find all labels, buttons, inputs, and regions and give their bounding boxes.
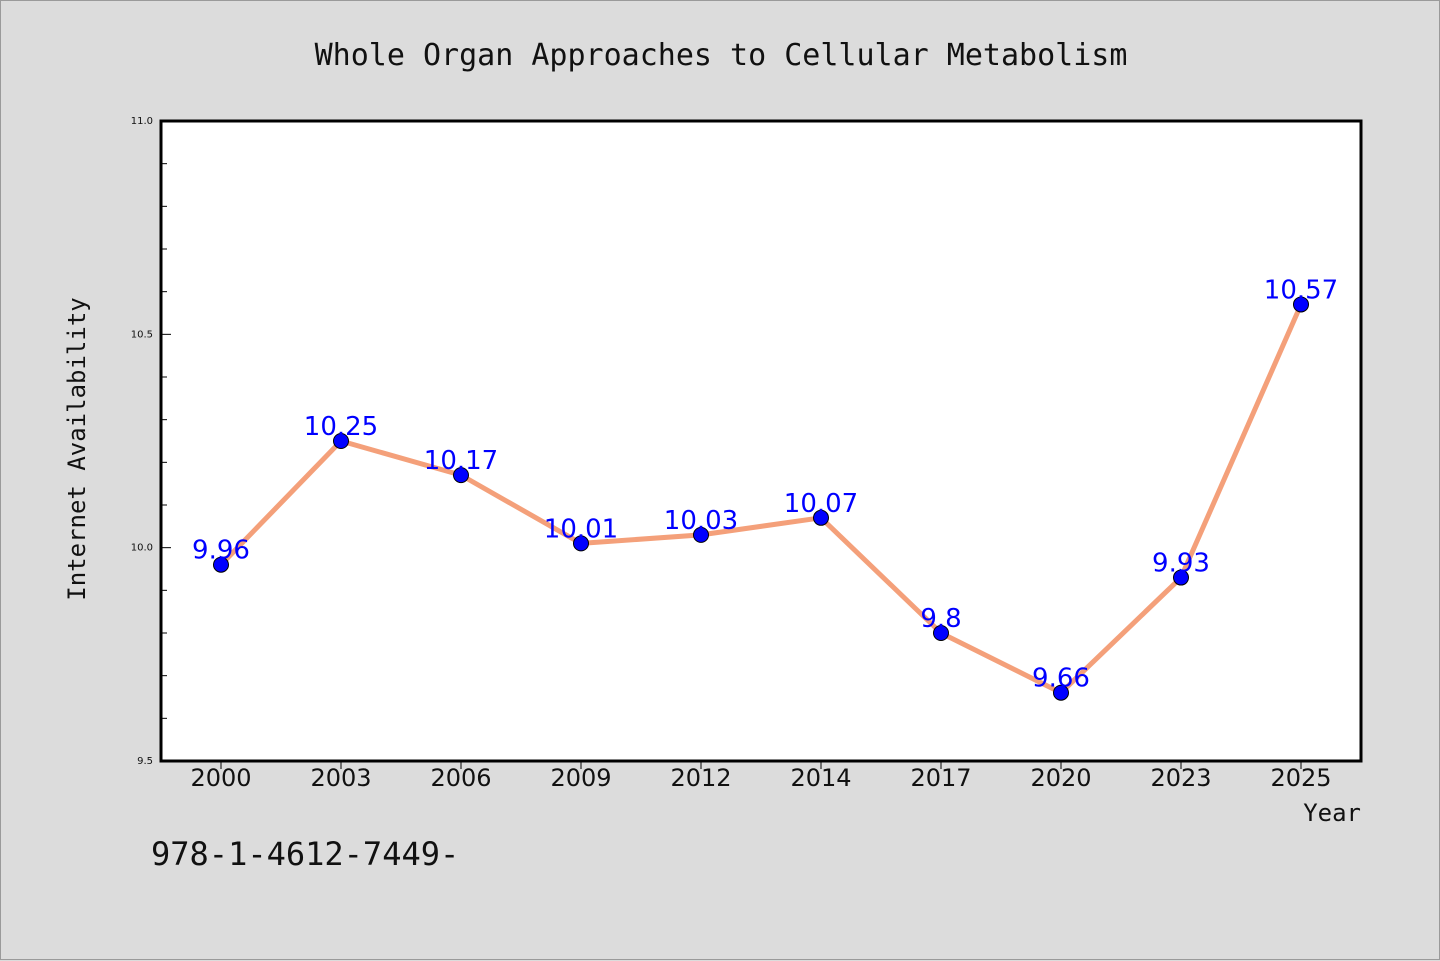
data-point (933, 625, 949, 641)
series-line (219, 303, 1304, 696)
x-tick-label: 2000 (190, 764, 251, 792)
data-point (1053, 684, 1069, 701)
data-label: 9.66 (1032, 664, 1090, 694)
series-markers (213, 296, 1309, 701)
data-point (333, 433, 349, 449)
data-point (453, 467, 469, 484)
data-label: 10.57 (1264, 275, 1338, 305)
data-point (573, 535, 589, 552)
data-point (213, 556, 229, 573)
data-point (1293, 296, 1309, 313)
y-tick-label: 11.0 (131, 116, 153, 127)
x-tick-label: 2009 (550, 764, 611, 792)
data-point (693, 526, 709, 543)
data-label: 9.8 (920, 604, 961, 634)
x-tick-label: 2012 (670, 764, 731, 792)
x-tick-label: 2006 (430, 764, 491, 792)
y-tick-label: 9.5 (137, 756, 153, 767)
data-point (1173, 569, 1189, 586)
data-label: 9.93 (1152, 549, 1210, 579)
data-label: 9.96 (192, 536, 250, 566)
data-point (813, 509, 829, 526)
data-label: 10.25 (304, 412, 378, 442)
x-tick-label: 2014 (790, 764, 851, 792)
y-axis-label: Internet Availability (63, 297, 91, 600)
chart-title: Whole Organ Approaches to Cellular Metab… (315, 38, 1128, 73)
y-tick-label: 10.5 (131, 329, 153, 340)
y-tick-label: 10.0 (131, 543, 153, 554)
x-axis-label: Year (1303, 799, 1361, 827)
x-tick-label: 2017 (910, 764, 971, 792)
x-tick-label: 2025 (1270, 764, 1331, 792)
footer-isbn: 978-1-4612-7449- (151, 835, 459, 873)
data-labels: 9.96 10.25 10.17 10.01 10.03 10.07 9.8 9.66 9.93… (192, 275, 1338, 693)
plot-area (159, 119, 1363, 763)
data-label: 10.01 (544, 514, 618, 544)
y-axis: 9.5 10.0 10.5 11.0 (131, 116, 171, 767)
x-tick-label: 2023 (1150, 764, 1211, 792)
data-label: 10.07 (784, 489, 858, 519)
x-tick-label: 2003 (310, 764, 371, 792)
x-tick-label: 2020 (1030, 764, 1091, 792)
data-label: 10.03 (664, 506, 738, 536)
x-axis: 2000 2003 2006 2009 2012 2014 2017 2020 2023 2025 (190, 761, 1332, 792)
data-label: 10.17 (424, 446, 498, 476)
